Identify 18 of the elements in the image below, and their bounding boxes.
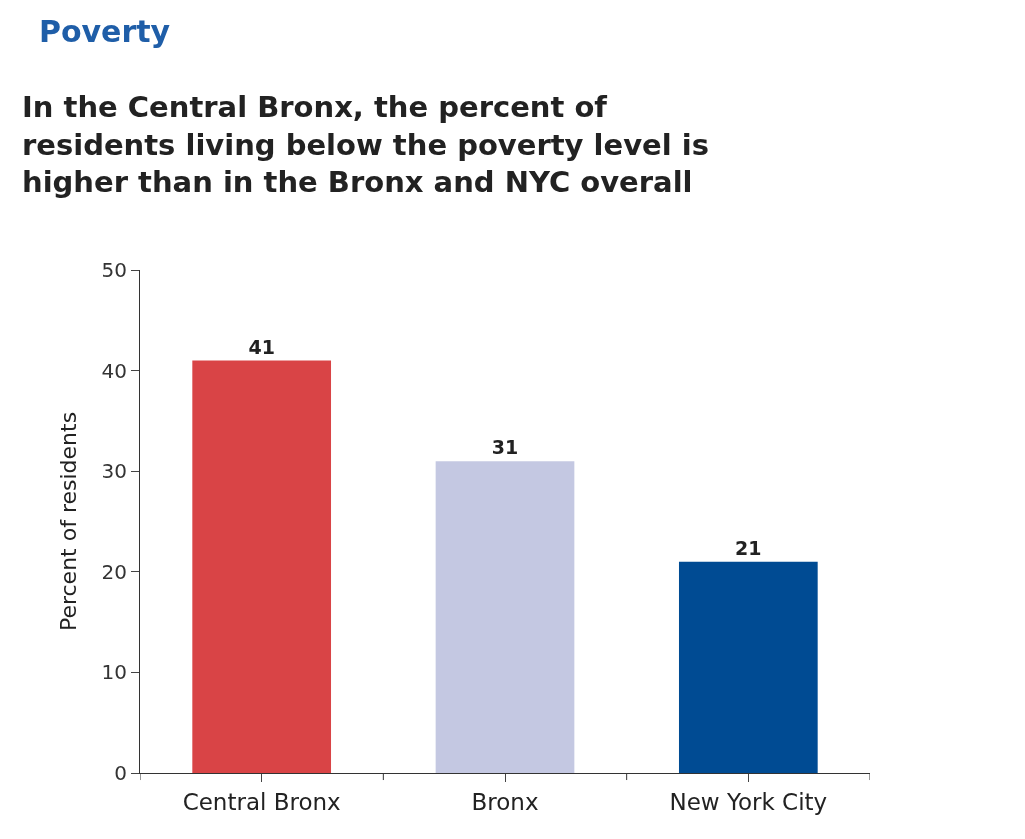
x-tick-label: Bronx — [471, 788, 539, 815]
bar — [678, 561, 818, 773]
y-tick-label: 20 — [101, 559, 127, 584]
y-tick-label: 30 — [101, 459, 127, 484]
y-tick-label: 50 — [101, 258, 127, 282]
data-label: 41 — [248, 335, 275, 358]
bar — [192, 360, 332, 773]
chart-title: Poverty — [38, 13, 171, 49]
x-tick-label: New York City — [669, 788, 828, 815]
y-tick-label: 40 — [101, 358, 127, 383]
y-axis-title: Percent of residents — [56, 411, 82, 632]
data-label: 31 — [491, 436, 519, 459]
bar — [435, 461, 575, 773]
data-label: 21 — [735, 536, 762, 559]
chart-subtitle: In the Central Bronx, the percent of residents living below the poverty level is higher than in the Bronx and NYC overall — [22, 90, 709, 200]
y-tick-label: 10 — [101, 660, 127, 685]
x-tick-label: Central Bronx — [182, 788, 341, 815]
y-tick-label: 0 — [114, 761, 127, 785]
